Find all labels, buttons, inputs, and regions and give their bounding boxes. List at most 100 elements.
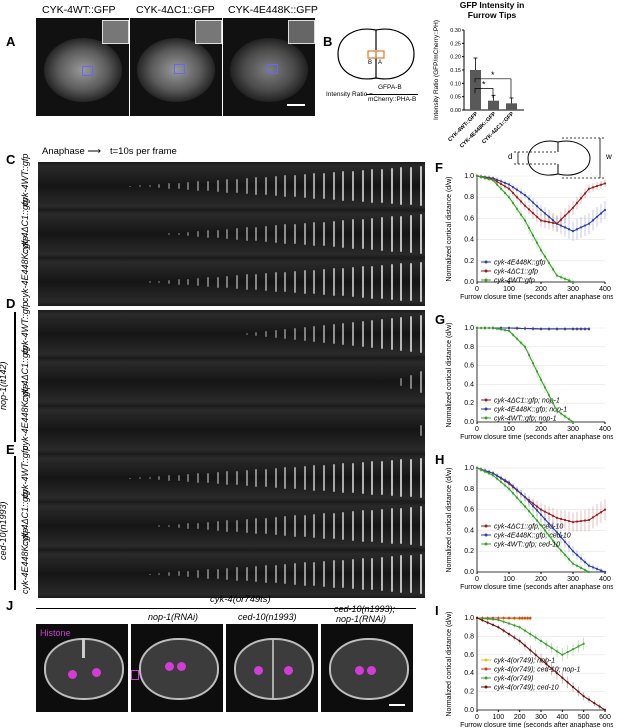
series-point [587, 187, 591, 190]
series-point [531, 362, 535, 365]
bar-ytick: 0.30 [450, 28, 461, 34]
xtick: 300 [567, 426, 579, 433]
series-point [515, 337, 519, 340]
series-point [491, 623, 495, 626]
series-point [527, 208, 531, 211]
ytick: 1.0 [464, 465, 474, 472]
series-point [555, 222, 559, 225]
series-point [507, 481, 511, 484]
series-point [599, 212, 603, 215]
graph-i: 0.0 0.2 0.4 0.6 0.8 1.0 0 100 200 300 400 500 600Fur… [446, 612, 613, 728]
ytick: 0.4 [464, 527, 474, 534]
panel-a-image-e448k [223, 18, 315, 116]
xtick: 400 [599, 426, 611, 433]
series-point [475, 326, 479, 330]
series-point [593, 702, 596, 705]
ytick: 0.4 [464, 237, 474, 244]
ytick: 0.4 [464, 381, 474, 388]
series-point [587, 698, 591, 701]
series-point [561, 676, 564, 679]
series-point [598, 705, 601, 708]
panel-j-col-double-1: ced-10(n1993); [334, 604, 396, 614]
frames-label: t=10s per frame [110, 146, 177, 157]
series-point [543, 518, 547, 521]
series-point [571, 685, 575, 689]
panel-j-image-4 [321, 624, 413, 712]
graph-ylabel: Normalized cortical distance (d/w) [446, 467, 453, 572]
bar-2 [488, 100, 499, 110]
ratio-fraction-bar [366, 94, 418, 95]
series-point [547, 394, 551, 397]
bar-3 [506, 103, 517, 110]
series-point [518, 639, 521, 643]
ytick: 0.0 [464, 279, 474, 286]
series-point [547, 512, 551, 515]
xtick: 100 [503, 576, 515, 583]
ytick: 0.0 [464, 569, 474, 576]
series-point [523, 327, 527, 330]
series-point [483, 470, 487, 473]
series-point [507, 183, 511, 186]
series-point [515, 327, 519, 330]
kymograph-row-2 [38, 210, 425, 258]
graph-xlabel: Furrow closure time (seconds after anaph… [460, 584, 613, 591]
series-point [563, 540, 567, 543]
series-point [531, 201, 535, 204]
panel-a-image-wt [36, 18, 129, 116]
series-point [551, 539, 555, 542]
series-point [543, 220, 547, 223]
series-point [550, 667, 553, 670]
series-point [523, 644, 527, 647]
series-point [511, 201, 515, 205]
series-point [511, 333, 515, 336]
ytick: 0.6 [464, 507, 474, 514]
series-point [543, 386, 547, 389]
series-point [527, 197, 531, 200]
legend-entry: cyk-4(or749); ced-10 [494, 685, 559, 692]
series-point [555, 516, 559, 520]
anaphase-label: Anaphase ⟶ [42, 146, 102, 157]
series-point [507, 622, 511, 625]
region-b-label: B [368, 60, 373, 66]
panel-label-f: F [435, 160, 443, 175]
series-point [531, 504, 535, 508]
series-point [571, 562, 575, 565]
series-point [603, 708, 607, 712]
xtick: 400 [556, 714, 568, 721]
series-point [539, 327, 543, 331]
series-point [487, 326, 491, 330]
series-point [507, 487, 511, 490]
series-point [545, 662, 548, 666]
panel-j-col-nop1: nop-1(RNAi) [148, 612, 199, 622]
series-point [499, 476, 503, 479]
series-point [555, 544, 559, 548]
series-point [539, 639, 543, 643]
series-point [535, 509, 539, 512]
series-point [499, 180, 503, 183]
kymograph-row-label-3: cyk-4E448K::gfp [20, 235, 30, 302]
legend-entry: cyk-4WT::gfp [494, 278, 535, 285]
series-point [499, 182, 503, 186]
series-point [559, 536, 563, 539]
panel-label-b: B [323, 34, 333, 49]
xtick: 200 [535, 286, 547, 293]
panel-label-c: C [6, 152, 16, 167]
series-point [487, 178, 491, 181]
kymograph-row-1 [38, 162, 425, 210]
series-point [502, 629, 505, 632]
bar-1 [470, 70, 481, 110]
panel-label-e: E [6, 442, 15, 457]
series-point [535, 241, 539, 244]
panel-j-header-line [36, 608, 416, 609]
series-point [499, 480, 503, 484]
series-point [567, 519, 571, 523]
series-point [519, 200, 523, 203]
series-point [523, 345, 527, 348]
panel-label-d: D [6, 296, 16, 311]
panel-label-j: J [6, 598, 14, 613]
series-point [575, 520, 579, 523]
ytick: 0.6 [464, 363, 474, 370]
series-point [563, 327, 567, 331]
xtick: 200 [514, 714, 526, 721]
series-point [551, 221, 555, 225]
